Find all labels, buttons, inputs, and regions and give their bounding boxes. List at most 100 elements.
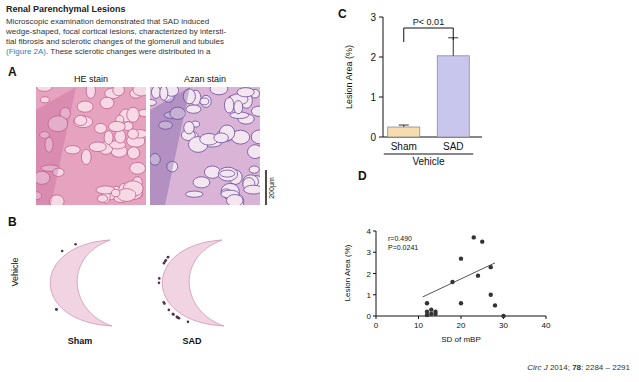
tubule [210,87,228,95]
y-tick [373,273,376,274]
tubule [150,99,157,105]
histology-image [36,87,146,205]
x-axis-label: SD of mBP [441,335,481,344]
y-tick [373,231,376,232]
point [425,301,429,305]
group-line [384,154,474,155]
panel-label: A [8,65,17,79]
stain-label: HE stain [74,74,108,84]
tubule [133,87,146,96]
tubule [40,97,49,103]
tubule [193,177,210,188]
tubule [244,185,260,194]
row-label: Vehicle [10,257,20,286]
tubule [86,87,95,98]
bar [437,56,469,137]
tubule [251,106,260,116]
y-tick [373,252,376,253]
scale-bar [265,170,267,205]
point [480,239,484,243]
tubule [234,101,243,114]
y-tick [379,97,383,98]
significance-bracket [404,28,454,42]
tubule [37,87,52,91]
kidney-section [50,240,112,326]
paragraph-line: tial fibrosis and sclerotic changes of t… [6,37,224,46]
x-tick [376,316,377,319]
paragraph-line: wedge-shaped, focal cortical lesions, ch… [5,27,226,36]
lesion-wedge [150,87,190,205]
scale-bar-label: 200μm [268,177,276,199]
background [0,0,639,382]
tubule [224,97,234,112]
tubule [128,129,139,139]
lesion-dot [55,308,58,311]
x-tick-label: 30 [499,321,508,330]
tubule [104,131,113,145]
tubule [113,87,125,96]
lesion-dot [172,313,175,316]
tubule [201,95,212,107]
figure-link: (Figure 2A) [6,47,46,56]
y-tick-label: 2 [370,52,376,63]
lesion-dot [167,256,170,259]
tubule [95,123,107,133]
x-tick [461,316,462,319]
group-label: Vehicle [412,156,445,167]
tubule [117,189,136,202]
tissue-background [36,87,146,205]
lesion-dot [158,282,161,285]
tubule [249,166,259,173]
tubule [227,195,244,205]
citation-part: Circ J [527,363,548,372]
x-tick-label: SAD [443,141,464,152]
x-tick-label: 20 [457,321,466,330]
panel-label: D [358,169,367,183]
column-label: Sham [68,336,93,346]
tubule [220,170,235,177]
point [489,265,493,269]
lesion-dot [176,316,179,319]
point [429,307,433,311]
lesion-dot [172,313,175,316]
lesion-dot [163,302,166,305]
p-value: P< 0.01 [413,17,444,27]
point [429,312,433,316]
tubule [65,146,80,154]
point [459,256,463,260]
tubule [111,189,119,196]
trend-line [423,263,495,297]
tubule [108,121,125,131]
y-tick-label: 4 [367,227,372,236]
kidney-outline [162,240,224,326]
tubule [237,88,254,97]
kidney-section [158,240,224,326]
tubule [97,195,107,202]
error-line [453,38,454,56]
y-tick-label: 0 [367,312,372,321]
heading: Renal Parenchymal Lesions [6,4,126,14]
histology-image [150,87,260,205]
y-tick-label: 3 [367,248,372,257]
statistic: P=0.0241 [388,244,418,251]
lesion-dot [61,250,64,253]
tubule [218,167,237,181]
citation-part: : 2284 – 2291 [581,363,630,372]
tubule [77,101,93,112]
tubule [127,147,139,159]
point [476,273,480,277]
tubule [74,115,86,125]
tubule [200,98,209,105]
y-tick-label: 1 [370,92,376,103]
lesion-wedge [36,87,76,205]
panel-label: B [8,215,17,229]
tubule [184,121,194,133]
citation: Circ J 2014; 78: 2284 – 2291 [527,363,630,372]
tubule [185,191,203,197]
error-cap [399,125,409,126]
lesion-dot [164,259,167,262]
tubule [214,133,229,143]
y-tick-label: 2 [367,270,372,279]
lesion-dot [158,277,161,280]
tubule [151,87,160,98]
